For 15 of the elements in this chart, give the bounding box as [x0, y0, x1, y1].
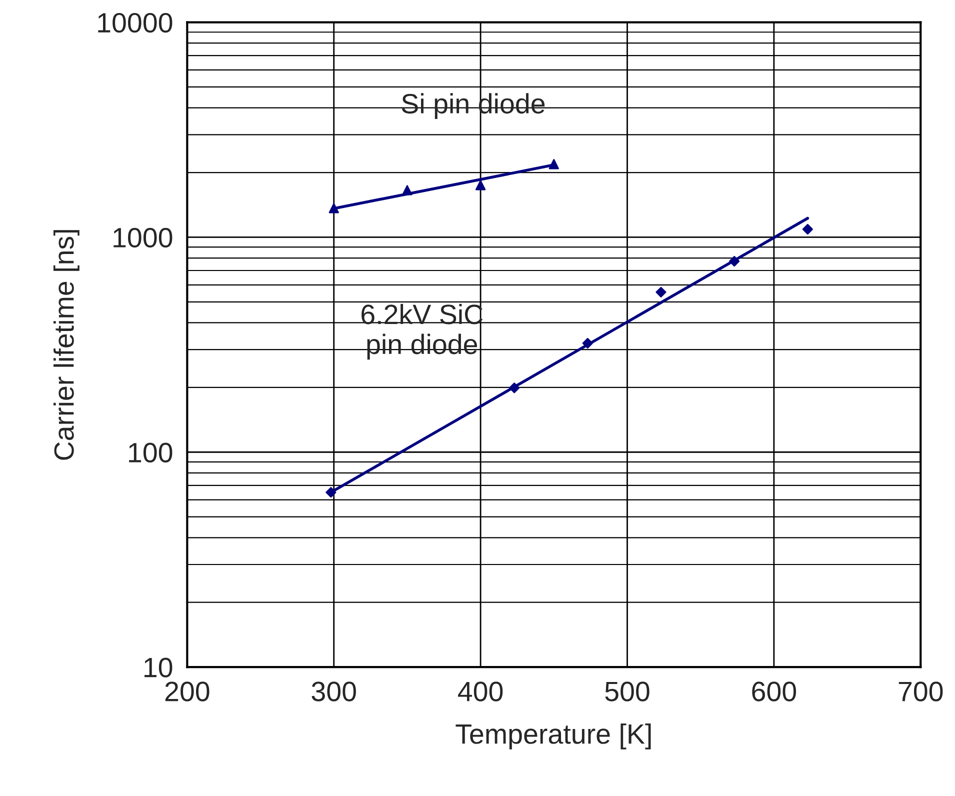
x-tick-label: 200	[165, 682, 210, 702]
x-tick-label: 700	[898, 682, 943, 702]
x-axis-title: Temperature [K]	[456, 724, 651, 750]
y-tick-label: 100	[129, 442, 172, 462]
y-tick-label: 10	[144, 658, 172, 678]
x-tick-label: 500	[605, 682, 650, 702]
y-tick-label: 10000	[98, 12, 172, 33]
point	[802, 224, 813, 235]
x-tick-label: 600	[752, 682, 796, 702]
point	[656, 286, 666, 298]
y-axis-title: Carrier lifetime [ns]	[53, 230, 80, 460]
x-tick-label: 300	[312, 682, 356, 702]
x-tick-label: 400	[458, 682, 503, 702]
point	[475, 180, 486, 190]
y-tick-label: 1000	[114, 228, 172, 248]
